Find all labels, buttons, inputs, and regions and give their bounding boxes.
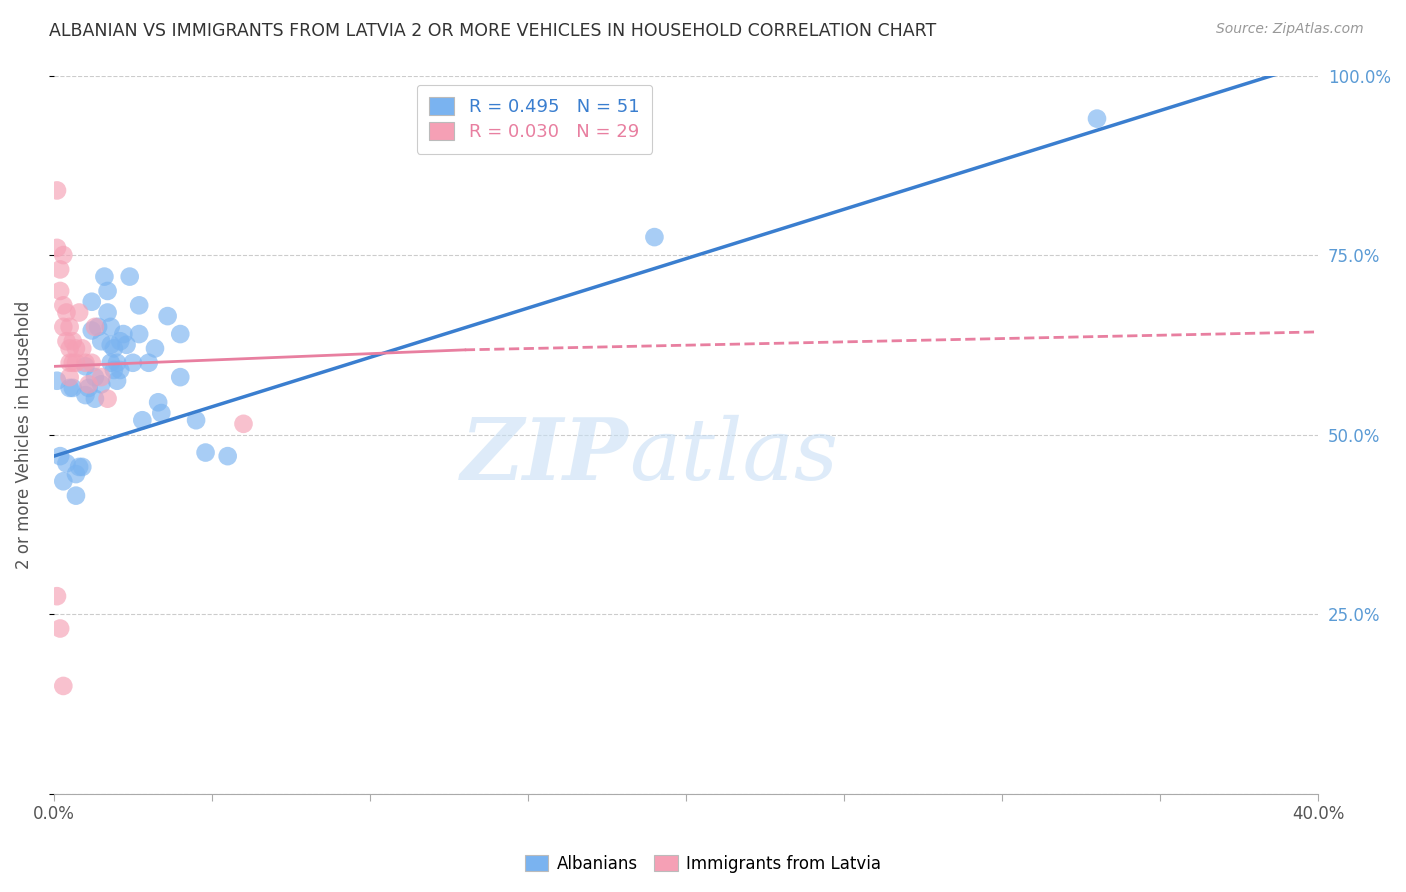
Point bbox=[128, 298, 150, 312]
Point bbox=[59, 319, 82, 334]
Point bbox=[105, 374, 128, 388]
Point bbox=[52, 679, 75, 693]
Point bbox=[150, 406, 173, 420]
Text: Source: ZipAtlas.com: Source: ZipAtlas.com bbox=[1216, 22, 1364, 37]
Point bbox=[77, 377, 100, 392]
Point bbox=[75, 359, 97, 374]
Point bbox=[65, 356, 87, 370]
Point bbox=[156, 309, 179, 323]
Point bbox=[62, 334, 84, 349]
Point bbox=[84, 392, 107, 406]
Point bbox=[75, 388, 97, 402]
Point bbox=[59, 356, 82, 370]
Point bbox=[121, 356, 143, 370]
Point bbox=[103, 363, 125, 377]
Point bbox=[143, 342, 166, 356]
Point bbox=[93, 269, 115, 284]
Point bbox=[49, 284, 72, 298]
Point bbox=[52, 298, 75, 312]
Point bbox=[97, 305, 120, 319]
Point bbox=[72, 342, 94, 356]
Point bbox=[194, 445, 217, 459]
Point bbox=[184, 413, 207, 427]
Point bbox=[67, 459, 90, 474]
Point bbox=[62, 381, 84, 395]
Point bbox=[1085, 112, 1108, 126]
Legend: Albanians, Immigrants from Latvia: Albanians, Immigrants from Latvia bbox=[519, 848, 887, 880]
Point bbox=[52, 248, 75, 262]
Point bbox=[49, 622, 72, 636]
Point bbox=[87, 319, 110, 334]
Point bbox=[90, 377, 112, 392]
Y-axis label: 2 or more Vehicles in Household: 2 or more Vehicles in Household bbox=[15, 301, 32, 569]
Point bbox=[80, 323, 103, 337]
Point bbox=[49, 262, 72, 277]
Point bbox=[52, 475, 75, 489]
Point bbox=[110, 334, 132, 349]
Point bbox=[131, 413, 153, 427]
Point bbox=[46, 374, 69, 388]
Point bbox=[97, 392, 120, 406]
Point bbox=[112, 327, 135, 342]
Point bbox=[59, 381, 82, 395]
Point bbox=[110, 363, 132, 377]
Point bbox=[46, 241, 69, 255]
Point bbox=[55, 456, 77, 470]
Point bbox=[138, 356, 160, 370]
Text: ALBANIAN VS IMMIGRANTS FROM LATVIA 2 OR MORE VEHICLES IN HOUSEHOLD CORRELATION C: ALBANIAN VS IMMIGRANTS FROM LATVIA 2 OR … bbox=[49, 22, 936, 40]
Point bbox=[59, 342, 82, 356]
Point bbox=[169, 370, 191, 384]
Point bbox=[643, 230, 665, 244]
Point bbox=[232, 417, 254, 431]
Point bbox=[118, 269, 141, 284]
Point bbox=[80, 356, 103, 370]
Text: ZIP: ZIP bbox=[461, 415, 628, 498]
Point bbox=[100, 338, 122, 352]
Point bbox=[65, 467, 87, 481]
Point bbox=[169, 327, 191, 342]
Point bbox=[77, 381, 100, 395]
Point bbox=[75, 356, 97, 370]
Point bbox=[59, 370, 82, 384]
Point bbox=[46, 183, 69, 197]
Point bbox=[55, 334, 77, 349]
Point bbox=[72, 459, 94, 474]
Point bbox=[67, 305, 90, 319]
Point bbox=[84, 319, 107, 334]
Point bbox=[62, 356, 84, 370]
Point bbox=[105, 356, 128, 370]
Point bbox=[146, 395, 169, 409]
Point bbox=[80, 294, 103, 309]
Point bbox=[217, 449, 239, 463]
Point bbox=[49, 449, 72, 463]
Point bbox=[65, 489, 87, 503]
Point bbox=[100, 319, 122, 334]
Point bbox=[103, 342, 125, 356]
Point bbox=[97, 284, 120, 298]
Point bbox=[90, 334, 112, 349]
Point bbox=[115, 338, 138, 352]
Legend: R = 0.495   N = 51, R = 0.030   N = 29: R = 0.495 N = 51, R = 0.030 N = 29 bbox=[416, 85, 652, 153]
Point bbox=[84, 370, 107, 384]
Point bbox=[65, 342, 87, 356]
Point bbox=[100, 356, 122, 370]
Point bbox=[90, 370, 112, 384]
Point bbox=[52, 319, 75, 334]
Point bbox=[46, 589, 69, 603]
Point bbox=[128, 327, 150, 342]
Text: atlas: atlas bbox=[628, 415, 838, 498]
Point bbox=[55, 305, 77, 319]
